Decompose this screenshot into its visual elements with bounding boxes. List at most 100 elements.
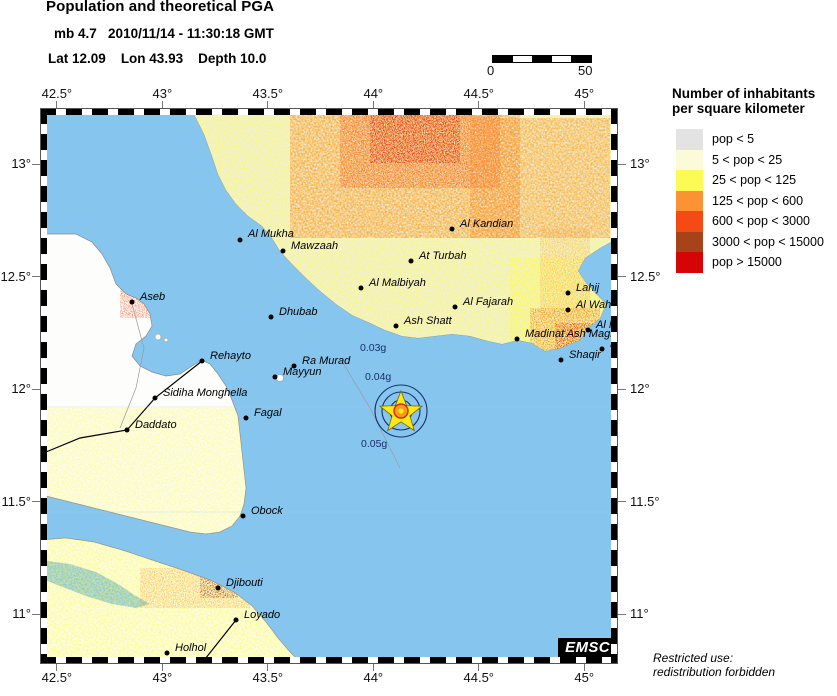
city-label: Al Fajarah: [463, 296, 514, 308]
axis-tick-mark: [583, 101, 585, 108]
city-label: Madinat Ash Maglah: [525, 328, 618, 340]
axis-tick-mark: [372, 101, 374, 108]
city-marker: [215, 585, 221, 591]
lon-tick-label-top: 43.5°: [252, 86, 284, 101]
city-marker: [565, 290, 571, 296]
legend-entry: pop < 5: [672, 129, 837, 150]
lat-tick-label-right: 12°: [630, 381, 650, 397]
city-label: Al Mukha: [248, 228, 294, 240]
axis-tick-mark: [56, 664, 58, 671]
axis-tick-mark: [618, 388, 626, 390]
city-label: Aseb: [140, 291, 166, 303]
city-marker: [358, 285, 364, 291]
distance-scale-bar: [492, 55, 592, 63]
legend-entry-label: pop > 15000: [712, 255, 782, 270]
scale-max-label: 50: [578, 63, 593, 78]
lon-tick-label-top: 44.5°: [463, 86, 495, 101]
lat-tick-label-right: 13°: [630, 156, 650, 172]
city-marker: [558, 357, 564, 363]
event-magnitude: mb 4.7: [54, 26, 97, 41]
city-marker: [565, 307, 571, 313]
city-marker: [268, 314, 274, 320]
legend-entry: 3000 < pop < 15000: [672, 231, 837, 253]
legend-color-swatch: [676, 231, 703, 253]
city-marker: [124, 427, 130, 433]
usage-notice-line2: redistribution forbidden: [653, 664, 776, 679]
lat-tick-label-left: 12°: [11, 381, 31, 397]
legend-entry-label: 3000 < pop < 15000: [712, 234, 824, 249]
lat-tick-label-left: 13°: [11, 156, 31, 172]
city-label: Lahij: [576, 282, 600, 294]
city-marker: [237, 237, 243, 243]
city-label: Djibouti: [226, 577, 263, 589]
legend-entry-label: 600 < pop < 3000: [712, 214, 811, 229]
lat-tick-label-left: 11.5°: [1, 493, 31, 509]
legend-entry: 5 < pop < 25: [672, 149, 837, 171]
axis-tick-mark: [618, 276, 626, 278]
city-label: Ra Murad: [302, 355, 351, 367]
pga-contour-label-inner: 0.04g: [365, 371, 392, 383]
legend-entry-label: 25 < pop < 125: [712, 173, 797, 188]
lat-tick-label-right: 12.5°: [630, 268, 661, 284]
city-label: Loyado: [244, 609, 281, 621]
city-label: Al Malbiyah: [369, 277, 426, 289]
population-yemen: [190, 108, 618, 351]
city-marker: [408, 258, 414, 264]
lon-tick-label-bottom: 45°: [574, 670, 595, 685]
event-location-depth: Lat 12.09 Lon 43.93 Depth 10.0: [48, 51, 266, 66]
city-label: Fagal: [254, 407, 282, 419]
legend-color-swatch: [676, 129, 703, 150]
lat-tick-label-right: 11°: [630, 606, 649, 622]
axis-tick-mark: [161, 101, 163, 108]
city-marker: [291, 363, 297, 369]
legend-title-line1: Number of inhabitants: [672, 86, 816, 101]
lon-tick-label-top: 44°: [363, 86, 384, 101]
legend-entry: 25 < pop < 125: [672, 170, 837, 191]
city-marker: [243, 415, 249, 421]
city-label: Al Kandian: [460, 218, 514, 230]
axis-tick-mark: [478, 101, 480, 108]
lon-tick-label-bottom: 43°: [152, 670, 173, 685]
epicenter-symbol[interactable]: [373, 383, 429, 444]
legend-title-line2: per square kilometer: [672, 101, 805, 117]
legend-color-swatch: [676, 170, 703, 191]
axis-tick-mark: [32, 613, 40, 615]
axis-tick-mark: [32, 163, 40, 165]
city-label: Mawzaah: [291, 240, 339, 252]
usage-notice-line1: Restricted use:: [653, 651, 734, 665]
axis-tick-mark: [267, 101, 269, 108]
lon-tick-label-top: 43°: [152, 86, 173, 101]
axis-tick-mark: [32, 501, 40, 503]
city-marker: [452, 304, 458, 310]
legend-entry-label: 5 < pop < 25: [712, 152, 783, 167]
event-longitude: Lon 43.93: [120, 51, 184, 66]
population-density-raster: [40, 108, 618, 664]
city-marker: [449, 226, 455, 232]
scale-min-label: 0: [487, 63, 495, 78]
axis-tick-mark: [618, 501, 626, 503]
city-label: Sidiha Monghella: [163, 387, 248, 399]
map-border-thin: [40, 108, 618, 664]
city-marker: [199, 358, 205, 364]
city-marker: [152, 395, 158, 401]
axis-tick-mark: [32, 388, 40, 390]
city-marker: [129, 299, 135, 305]
legend-title: Number of inhabitants per square kilomet…: [672, 86, 837, 116]
lon-tick-label-bottom: 42.5°: [41, 670, 73, 685]
lon-tick-label-bottom: 44.5°: [463, 670, 495, 685]
emsc-logo: EMSC: [558, 638, 617, 658]
lon-tick-label-top: 42.5°: [41, 86, 73, 101]
axis-tick-mark: [161, 664, 163, 671]
map-panel[interactable]: Al Mukha Mawzaah At Turbah Al Kandian Al Mal…: [40, 108, 618, 664]
axis-tick-mark: [478, 664, 480, 671]
pga-contour-label-outer: 0.03g: [360, 342, 387, 354]
usage-notice: Restricted use: redistribution forbidden: [653, 651, 776, 680]
event-magnitude-time: mb 4.7 2010/11/14 - 11:30:18 GMT: [54, 26, 274, 41]
axis-tick-mark: [32, 276, 40, 278]
city-marker: [164, 650, 170, 656]
legend-color-swatch: [676, 211, 703, 232]
graticule: [40, 406, 618, 513]
map-canvas[interactable]: Al Mukha Mawzaah At Turbah Al Kandian Al Mal…: [40, 108, 618, 664]
axis-tick-mark: [267, 664, 269, 671]
city-marker: [393, 323, 399, 329]
